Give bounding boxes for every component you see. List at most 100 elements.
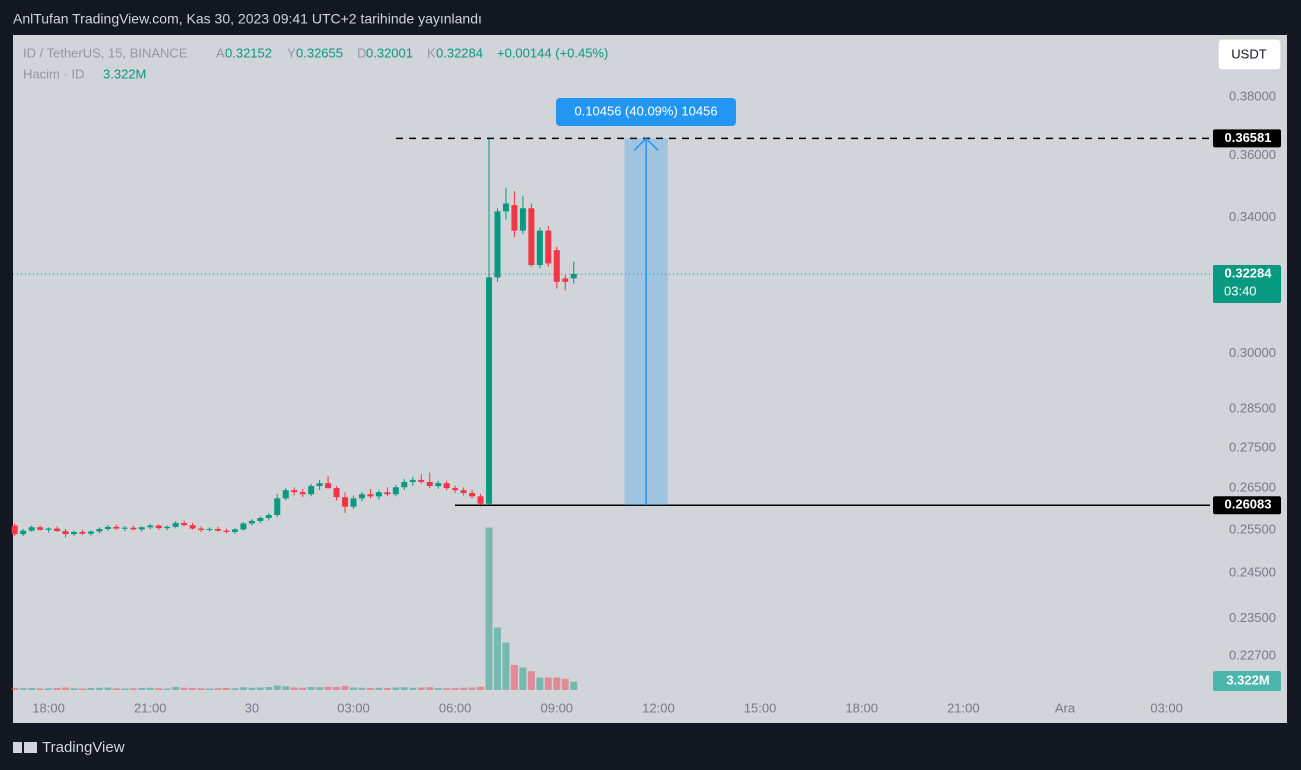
x-tick-label: 30 xyxy=(245,700,259,715)
publish-title: AnlTufan TradingView.com, Kas 30, 2023 0… xyxy=(13,11,482,27)
volume-bar xyxy=(299,687,307,690)
legend-value: 0.32152 xyxy=(225,45,272,60)
volume-badge: 3.322M xyxy=(1226,672,1269,687)
candle-body xyxy=(28,527,35,531)
low-badge-box xyxy=(1213,496,1281,515)
volume-bar xyxy=(477,686,485,690)
legend-letter: D xyxy=(357,45,366,60)
volume-bar xyxy=(468,687,476,690)
currency-button[interactable] xyxy=(1217,38,1282,71)
candle-body xyxy=(96,528,103,532)
volume-name: Hacim · ID xyxy=(23,66,84,81)
y-tick-label: 0.27500 xyxy=(1229,439,1276,454)
candle-body xyxy=(257,517,264,521)
candle-body xyxy=(104,526,111,529)
symbol: ID / TetherUS, 15, BINANCE xyxy=(23,45,188,60)
legend-value: 0.32001 xyxy=(366,45,413,60)
high-badge-box xyxy=(1213,129,1281,148)
volume-bar xyxy=(485,527,493,690)
x-tick-label: 09:00 xyxy=(541,700,574,715)
volume-bar xyxy=(561,678,569,690)
volume-bar xyxy=(570,681,578,690)
candle-body xyxy=(214,528,221,531)
volume-bar xyxy=(28,688,36,690)
candle-body xyxy=(486,277,493,504)
candle-body xyxy=(460,490,467,494)
candle-body xyxy=(54,528,61,532)
volume-bar xyxy=(392,687,400,690)
candle-body xyxy=(553,250,560,282)
candle-body xyxy=(316,483,323,487)
volume-bar xyxy=(350,687,357,690)
countdown: 03:40 xyxy=(1224,283,1257,298)
volume-bar xyxy=(121,688,129,690)
volume-bar xyxy=(493,627,501,690)
volume-bar xyxy=(282,686,290,690)
candle-body xyxy=(172,523,179,527)
candle-body xyxy=(426,481,433,487)
candle-body xyxy=(11,525,18,535)
volume-bar xyxy=(265,687,273,690)
volume-bar xyxy=(553,677,561,690)
volume-bar xyxy=(333,687,341,690)
candle-body xyxy=(452,488,459,491)
y-tick-label: 0.36000 xyxy=(1229,147,1276,162)
candle-body xyxy=(265,515,272,518)
candle-body xyxy=(223,530,230,532)
candle-body xyxy=(240,523,247,530)
x-tick-label: 06:00 xyxy=(439,700,472,715)
currency-button-label[interactable]: USDT xyxy=(1231,46,1266,61)
y-tick-label: 0.34000 xyxy=(1229,209,1276,224)
volume-bar xyxy=(19,688,27,690)
legend-change: +0.00144 (+0.45%) xyxy=(497,45,608,60)
x-tick-label: Ara xyxy=(1055,700,1076,715)
measure-label: 0.10456 (40.09%) 10456 xyxy=(574,103,717,118)
volume-bar xyxy=(383,688,391,690)
volume-value: 3.322M xyxy=(103,66,146,81)
volume-bar xyxy=(307,687,315,690)
volume-bar xyxy=(366,688,374,690)
volume-bar xyxy=(341,686,349,690)
volume-bar xyxy=(214,688,222,690)
candle-body xyxy=(121,527,128,529)
candle-body xyxy=(308,486,315,495)
legend-value: 0.32655 xyxy=(296,45,343,60)
volume-bar xyxy=(409,687,417,690)
candle-body xyxy=(367,494,374,497)
candle-body xyxy=(502,203,509,212)
volume-bar xyxy=(222,688,230,690)
volume-bar xyxy=(502,642,510,690)
candle-body xyxy=(274,498,281,516)
candle-body xyxy=(20,530,27,535)
x-tick-label: 18:00 xyxy=(845,700,878,715)
brand: TradingView xyxy=(42,739,125,756)
volume-bar xyxy=(426,687,434,690)
volume-bar xyxy=(239,687,247,690)
volume-bar xyxy=(256,687,264,690)
candle-body xyxy=(70,531,77,535)
candle-body xyxy=(409,479,416,482)
candle-body xyxy=(37,527,44,530)
candle-body xyxy=(198,528,205,530)
candle-body xyxy=(45,528,52,530)
y-tick-label: 0.24500 xyxy=(1229,565,1276,580)
candle-body xyxy=(155,525,162,529)
measure-label-box xyxy=(556,98,736,126)
volume-bar xyxy=(519,667,527,690)
volume-bar xyxy=(112,688,120,690)
legend-letter: A xyxy=(216,45,225,60)
candle-body xyxy=(291,490,298,493)
candle-body xyxy=(333,488,340,498)
low-badge: 0.26083 xyxy=(1225,497,1272,512)
legend-value: 0.32284 xyxy=(436,45,483,60)
volume-bar xyxy=(544,677,552,690)
volume-bar xyxy=(273,685,281,690)
y-tick-label: 0.25500 xyxy=(1229,521,1276,536)
legend-letter: Y xyxy=(287,45,296,60)
candle-body xyxy=(164,526,171,529)
volume-bar xyxy=(180,687,188,690)
volume-bar xyxy=(53,688,61,690)
y-tick-label: 0.30000 xyxy=(1229,345,1276,360)
candle-body xyxy=(401,481,408,488)
